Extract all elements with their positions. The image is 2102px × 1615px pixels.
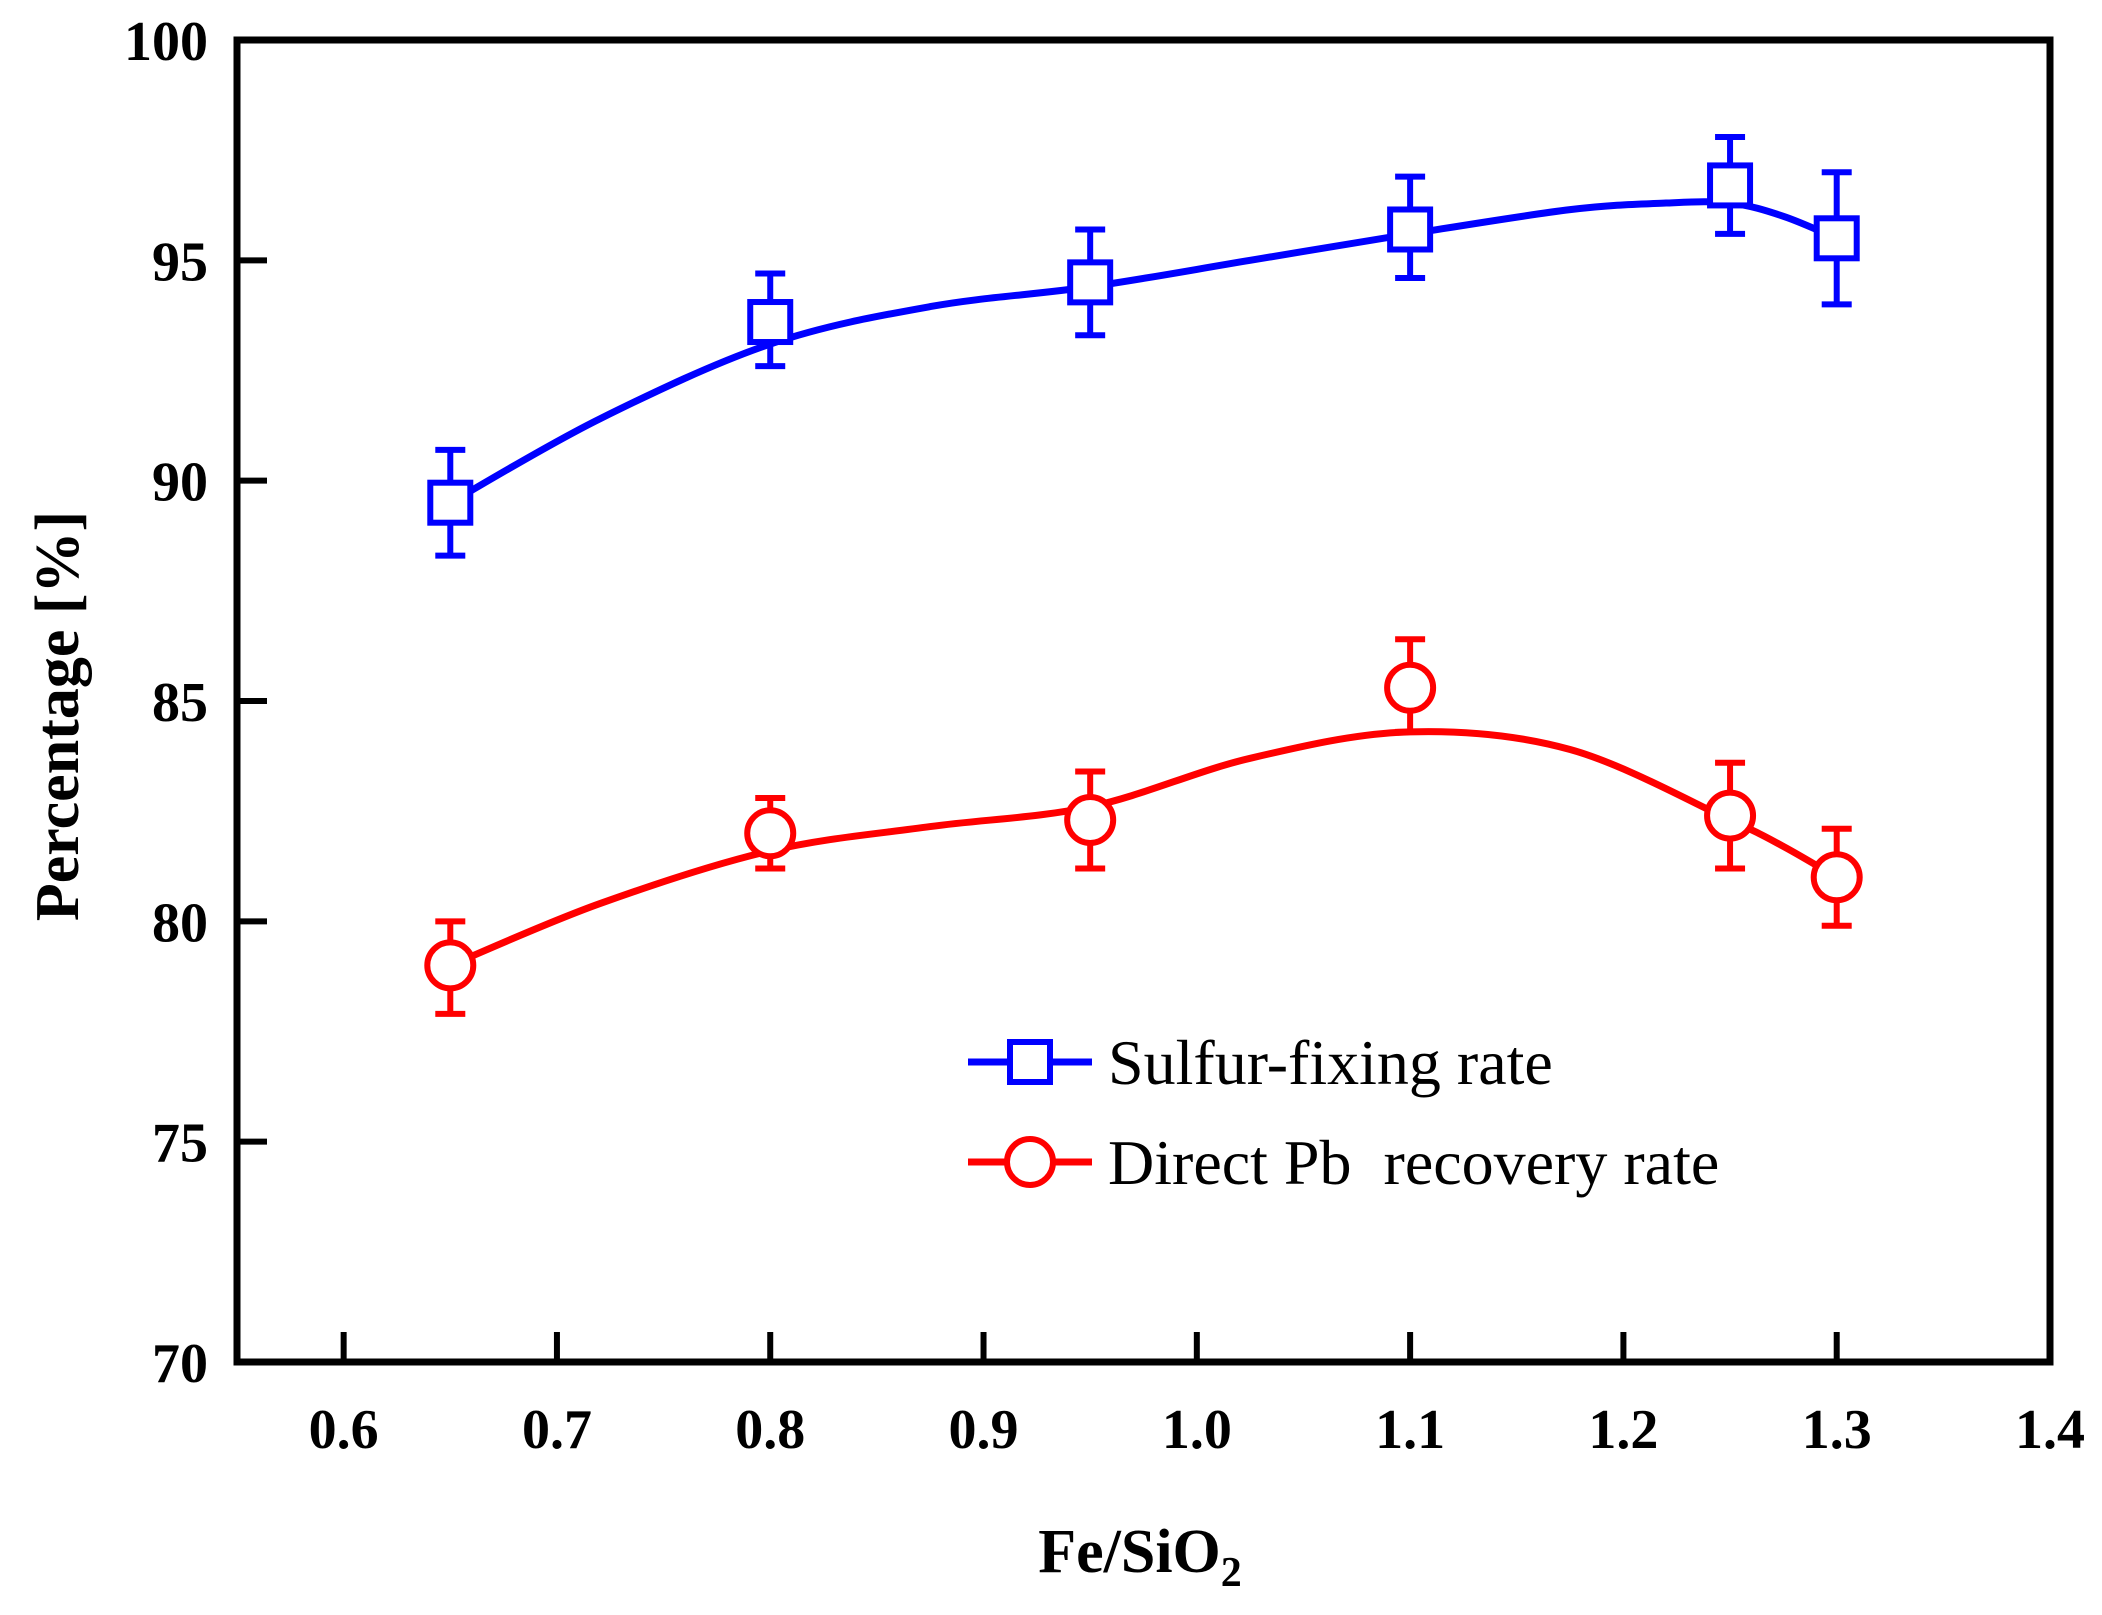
y-tick-label: 75: [152, 1113, 208, 1175]
x-tick-label: 0.6: [309, 1399, 379, 1461]
series-line: [446, 728, 1841, 969]
data-point-square: [1067, 259, 1114, 306]
legend-label: Sulfur-fixing rate: [1108, 1027, 1553, 1098]
data-point-square: [1813, 215, 1860, 262]
data-point-circle: [1704, 789, 1757, 842]
data-point-square: [747, 299, 794, 346]
x-tick-label: 1.0: [1162, 1399, 1232, 1461]
data-point-circle: [1810, 851, 1863, 904]
x-tick-label: 1.2: [1588, 1399, 1658, 1461]
data-point-square: [427, 479, 474, 526]
x-tick-label: 1.3: [1802, 1399, 1872, 1461]
legend-label: Direct Pb recovery rate: [1108, 1127, 1719, 1198]
series-sulfur-fixing-rate: [427, 133, 1860, 559]
y-tick-label: 100: [124, 11, 208, 73]
y-tick-label: 95: [152, 231, 208, 293]
data-point-circle: [1384, 661, 1437, 714]
y-tick-label: 70: [152, 1333, 208, 1395]
y-tick-label: 80: [152, 892, 208, 954]
y-tick-label: 90: [152, 452, 208, 514]
x-axis-title: Fe/SiO2: [1038, 1518, 1242, 1596]
x-tick-label: 1.1: [1375, 1399, 1445, 1461]
data-point-circle: [424, 939, 477, 992]
y-axis-title: Percentage [%]: [24, 511, 92, 921]
x-axis-title-main: Fe/SiO: [1038, 1518, 1221, 1586]
legend-marker-circle: [1004, 1136, 1056, 1188]
legend-item-direct-pb-recovery-rate: Direct Pb recovery rate: [968, 1127, 1719, 1198]
legend-marker-square: [1007, 1039, 1053, 1085]
data-point-circle: [744, 807, 797, 860]
x-tick-label: 0.9: [949, 1399, 1019, 1461]
x-axis-title-subscript: 2: [1221, 1550, 1242, 1596]
legend-item-sulfur-fixing-rate: Sulfur-fixing rate: [968, 1027, 1553, 1098]
x-tick-label: 0.7: [522, 1399, 592, 1461]
y-tick-label: 85: [152, 672, 208, 734]
plot-marks: [424, 133, 1863, 1017]
legend: Sulfur-fixing rate Direct Pb recovery rat…: [968, 1027, 1719, 1198]
x-tick-label: 0.8: [735, 1399, 805, 1461]
data-point-circle: [1064, 793, 1117, 846]
series-line: [446, 198, 1841, 507]
data-point-square: [1707, 162, 1754, 209]
series-direct-pb-recovery-rate: [424, 636, 1863, 1017]
x-tick-label: 1.4: [2015, 1399, 2085, 1461]
data-point-square: [1387, 206, 1434, 253]
y-axis: 70 75 80 85 90 95 100: [124, 11, 267, 1395]
x-axis: 0.6 0.7 0.8 0.9 1.0 1.1 1.2 1.3 1.4: [309, 1332, 2085, 1461]
